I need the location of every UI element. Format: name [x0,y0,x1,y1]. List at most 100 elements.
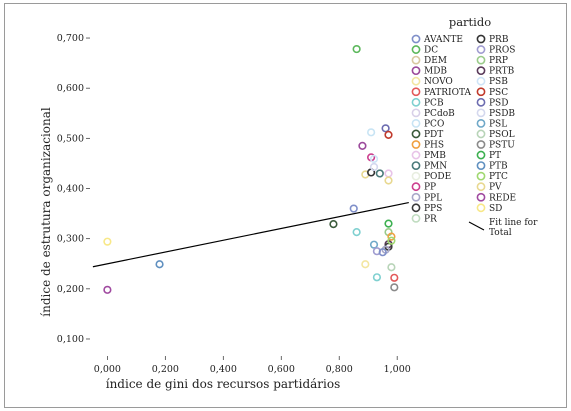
legend-marker-pdt [411,129,421,139]
legend-marker-mdb [411,66,421,76]
point-ptc [387,236,396,245]
legend-marker-pps [411,203,421,213]
legend-column-left: AVANTEDCDEMMDBNOVOPATRIOTAPCBPCdoBPCOPDT… [411,34,471,224]
legend-marker-pcb [411,97,421,107]
legend-label-ptb: PTB [489,162,508,172]
legend-label-pcb: PCB [424,98,444,108]
legend-label-pv: PV [489,183,502,193]
y-tick-label: 0,700 [57,33,84,44]
x-tick-label: 0,200 [152,364,179,375]
point-pco [367,128,376,137]
point-pmb [384,169,393,178]
x-tick-label: 1,000 [384,364,411,375]
legend-marker-patriota [411,87,421,97]
legend-label-pmb: PMB [424,151,446,161]
legend-title: partido [449,15,491,29]
legend-marker-ptc [476,171,486,181]
legend-marker-pco [411,119,421,128]
legend-label-prb: PRB [489,35,509,45]
legend-marker-prp [476,55,486,65]
fit-line-legend-label-1: Fit line for [489,218,538,228]
point-novo [361,260,370,269]
legend-label-pstu: PSTU [489,141,515,151]
legend-label-rede: REDE [489,193,516,203]
legend-label-ppl: PPL [424,193,442,203]
point-mdb [358,141,367,150]
legend-marker-pr [411,213,421,223]
legend-marker-rede [476,192,486,202]
legend-marker-pt [476,150,486,160]
point-pcb [372,273,382,282]
x-tick-label: 0,800 [326,364,353,375]
point-dc [352,44,361,54]
y-tick-label: 0,300 [57,234,84,245]
legend-label-pr: PR [424,214,437,224]
legend-column-right: PRBPROSPRPPRTBPSBPSCPSDPSDBPSLPSOLPSTUPT… [476,34,516,214]
point-patriota [390,273,399,282]
legend-label-pmn: PMN [424,162,447,172]
point-psol [387,263,396,272]
legend-label-phs: PHS [424,141,444,151]
y-tick-label: 0,400 [57,184,84,195]
x-tick-label: 0,400 [210,364,237,375]
point-pv [384,176,393,185]
legend-label-pp: PP [424,183,436,193]
legend-label-prp: PRP [489,56,508,66]
legend-label-pps: PPS [424,204,442,214]
legend-marker-psd [476,97,486,107]
point-rede [103,285,112,294]
legend-marker-pcdob [411,108,421,118]
fit-line [92,201,409,268]
chart-frame [4,3,567,408]
legend-label-pros: PROS [489,46,515,56]
legend-label-pco: PCO [424,119,444,129]
point-sd [103,237,112,246]
legend-marker-psl [476,119,486,128]
legend-marker-pmn [411,161,421,170]
legend-label-mdb: MDB [424,67,447,77]
y-tick-label: 0,200 [57,284,84,295]
fit-line-legend-label-2: Total [489,228,512,238]
y-tick-label: 0,500 [57,133,84,144]
legend-label-patriota: PATRIOTA [424,88,471,98]
point-psdb [369,162,379,172]
legend-marker-psol [476,129,486,139]
point-psd [381,124,390,133]
x-axis: 0,000 0,200 0,400 0,600 0,800 1,000 [94,356,411,375]
point-avante [349,204,358,213]
legend-label-psol: PSOL [489,130,515,140]
point-pmn [375,169,384,178]
legend-label-sd: SD [489,204,502,214]
legend-marker-pmb [411,150,421,160]
point-psb [369,154,379,164]
legend-marker-ptb [476,161,486,170]
legend-label-psb: PSB [489,77,508,87]
point-avante [378,248,387,257]
y-tick-label: 0,600 [57,83,84,94]
legend-label-psd: PSD [489,98,508,108]
y-axis: 0,100 0,200 0,300 0,400 0,500 0,600 0,700 [57,33,90,345]
x-tick-label: 0,600 [268,364,295,375]
legend-marker-novo [411,76,421,86]
point-pt [384,219,393,228]
point-pcb [352,228,361,237]
point-phs [387,232,396,241]
legend-label-novo: NOVO [424,77,453,87]
legend: partido AVANTEDCDEMMDBNOVOPATRIOTAPCBPCd… [411,15,538,238]
y-axis-title: índice de estrutura organizacional [39,107,53,317]
x-tick-label: 0,000 [94,364,121,375]
legend-marker-pv [476,182,486,192]
legend-marker-pros [476,45,486,54]
point-ptb [155,260,164,269]
legend-label-ptc: PTC [489,172,508,182]
legend-marker-pstu [476,140,486,149]
legend-label-prtb: PRTB [489,67,515,77]
legend-marker-dem [411,55,421,65]
legend-label-avante: AVANTE [423,35,463,45]
legend-marker-prtb [476,66,486,76]
legend-label-dc: DC [424,46,438,56]
legend-marker-phs [411,140,421,149]
legend-label-pdt: PDT [424,130,443,140]
fit-line-legend-swatch [468,221,485,231]
